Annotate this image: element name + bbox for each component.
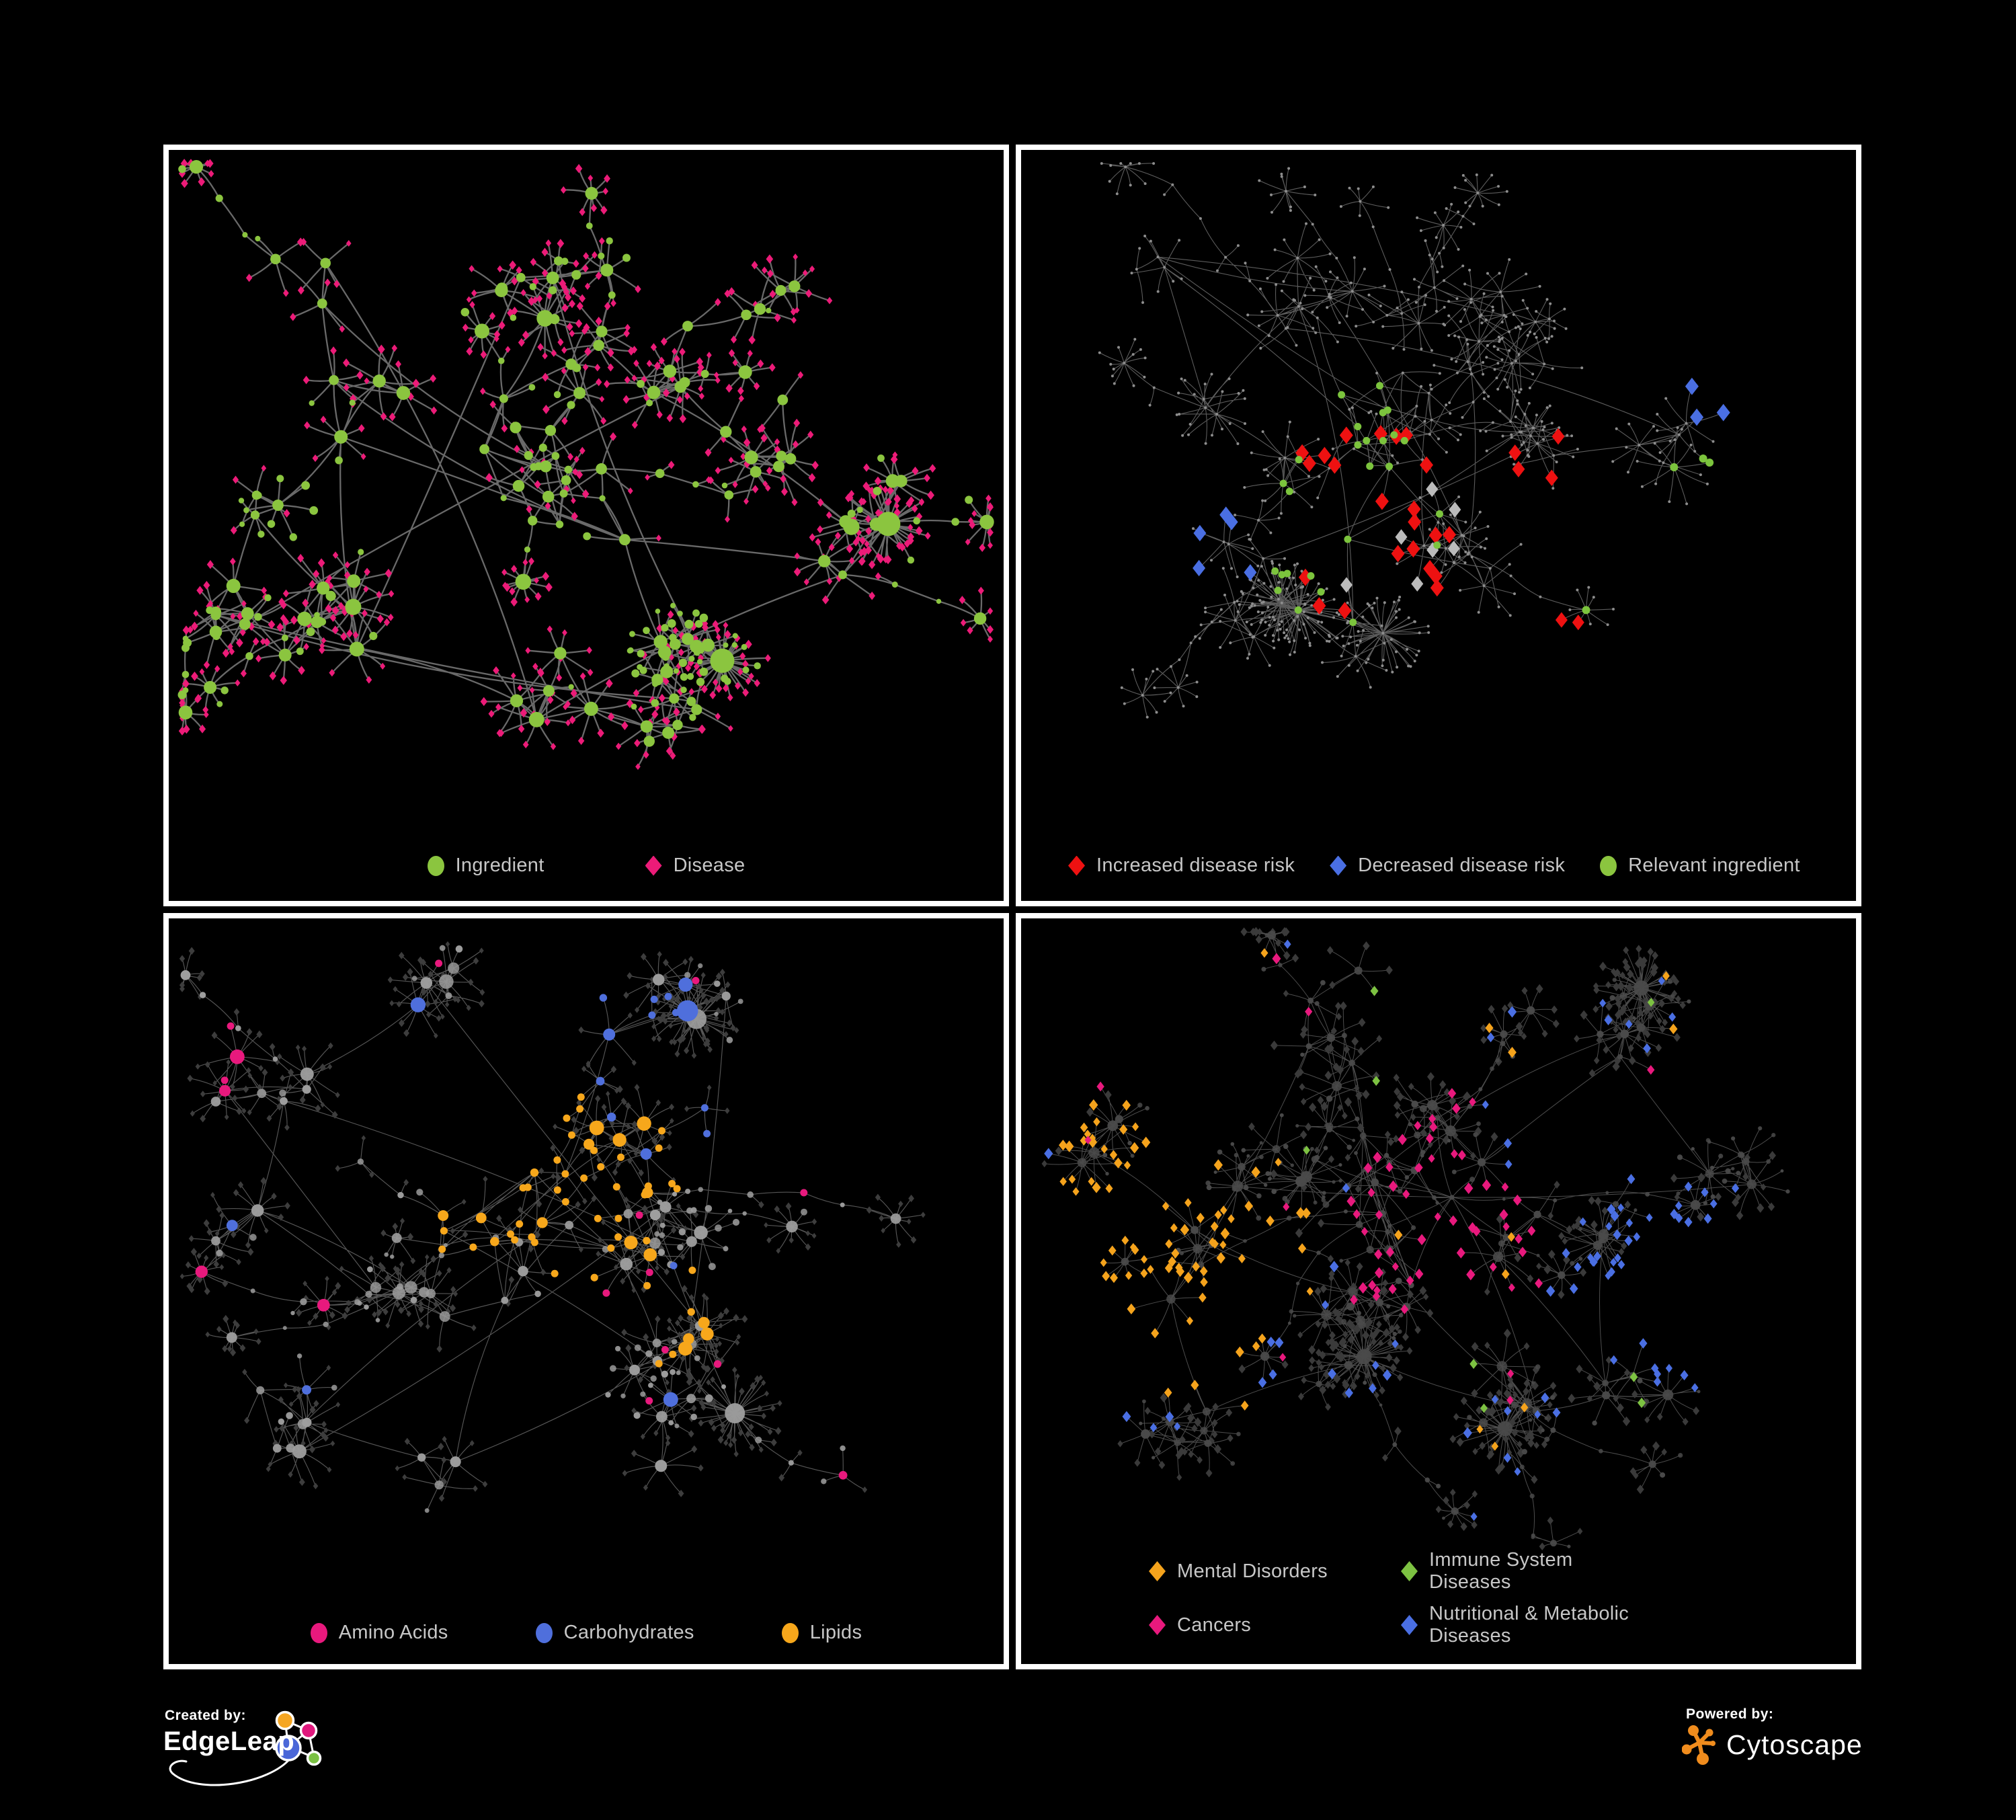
network-svg — [177, 159, 994, 770]
diamond-swatch-icon — [1068, 855, 1085, 876]
powered-by-label: Powered by: — [1686, 1706, 1774, 1722]
legend-label: Increased disease risk — [1096, 855, 1295, 876]
cytoscape-logo — [1682, 1725, 1716, 1765]
legend-item-decreased-disease-risk: Decreased disease risk — [1330, 855, 1565, 877]
circle-swatch-icon — [310, 1622, 327, 1643]
edgeleap-node-green — [306, 1750, 322, 1766]
legend-item-increased-disease-risk: Increased disease risk — [1068, 855, 1295, 877]
network-canvas — [1021, 150, 1856, 901]
network-canvas — [169, 918, 1004, 1664]
circle-swatch-icon — [1600, 855, 1617, 876]
network-canvas — [1021, 918, 1856, 1664]
legend-row: Mental Disorders Immune System Diseases — [1149, 1549, 1653, 1593]
legend-label: Amino Acids — [338, 1622, 448, 1643]
edgeleap-logo — [169, 1710, 322, 1786]
diamond-swatch-icon — [1401, 1615, 1418, 1635]
figure-grid: Ingredient Disease Increased disease risk… — [163, 145, 1861, 1669]
diamond-swatch-icon — [1149, 1561, 1166, 1581]
legend-label: Carbohydrates — [563, 1622, 694, 1643]
edgeleap-wordmark: EdgeLeap — [163, 1727, 295, 1756]
legend-item-immune-system-diseases: Immune System Diseases — [1401, 1549, 1653, 1593]
legend-label: Mental Disorders — [1177, 1560, 1328, 1582]
diamond-swatch-icon — [1401, 1561, 1418, 1581]
legend-label: Relevant ingredient — [1628, 855, 1800, 876]
edgeleap-swoosh — [169, 1756, 292, 1786]
legend-label: Ingredient — [455, 855, 545, 876]
legend-item-ingredient: Ingredient — [427, 855, 545, 877]
panel-ingredient-disease-network: Ingredient Disease — [163, 145, 1009, 906]
legend: Amino Acids Carbohydrates Lipids — [169, 1622, 1004, 1644]
circle-swatch-icon — [427, 855, 444, 876]
legend: Mental Disorders Immune System Diseases Ca… — [1021, 1544, 1856, 1652]
edgeleap-node-blue — [275, 1735, 302, 1762]
legend-item-lipids: Lipids — [781, 1622, 862, 1644]
legend-item-nutritional-metabolic-diseases: Nutritional & Metabolic Diseases — [1401, 1603, 1653, 1647]
edgeleap-node-orange — [275, 1710, 295, 1731]
cytoscape-branding: Powered by: Cytoscape — [1682, 1706, 1978, 1817]
edgeleap-node-pink — [299, 1721, 318, 1740]
network-canvas — [169, 150, 1004, 901]
panel-nutrient-category-network: Amino Acids Carbohydrates Lipids — [163, 913, 1009, 1669]
legend-label: Immune System Diseases — [1429, 1549, 1573, 1593]
legend: Increased disease risk Decreased disease … — [1021, 855, 1856, 877]
legend-item-relevant-ingredient: Relevant ingredient — [1600, 855, 1800, 877]
legend-item-carbohydrates: Carbohydrates — [535, 1622, 694, 1644]
panel-disease-category-network: Mental Disorders Immune System Diseases Ca… — [1016, 913, 1861, 1669]
legend-item-disease: Disease — [645, 855, 745, 877]
legend-label: Decreased disease risk — [1358, 855, 1566, 876]
edgeleap-branding: Created by: EdgeLeap — [163, 1706, 486, 1817]
legend-item-mental-disorders: Mental Disorders — [1149, 1560, 1401, 1583]
cytoscape-wordmark: Cytoscape — [1726, 1729, 1863, 1760]
legend-label: Lipids — [809, 1622, 862, 1643]
legend-label: Nutritional & Metabolic Diseases — [1429, 1603, 1629, 1647]
panel-disease-risk-network: Increased disease risk Decreased disease … — [1016, 145, 1861, 906]
diamond-swatch-icon — [645, 855, 662, 876]
network-svg — [1098, 162, 1730, 719]
circle-swatch-icon — [535, 1622, 553, 1643]
diamond-swatch-icon — [1330, 855, 1347, 876]
legend-item-cancers: Cancers — [1149, 1614, 1401, 1636]
legend-row: Cancers Nutritional & Metabolic Diseases — [1149, 1603, 1653, 1647]
legend-label: Disease — [673, 855, 745, 876]
legend-item-amino-acids: Amino Acids — [310, 1622, 448, 1644]
diamond-swatch-icon — [1149, 1615, 1166, 1635]
network-svg — [179, 941, 926, 1513]
legend-label: Cancers — [1177, 1614, 1252, 1636]
legend: Ingredient Disease — [169, 855, 1004, 877]
created-by-label: Created by: — [165, 1708, 247, 1723]
circle-swatch-icon — [781, 1622, 799, 1643]
network-svg — [1041, 926, 1790, 1550]
